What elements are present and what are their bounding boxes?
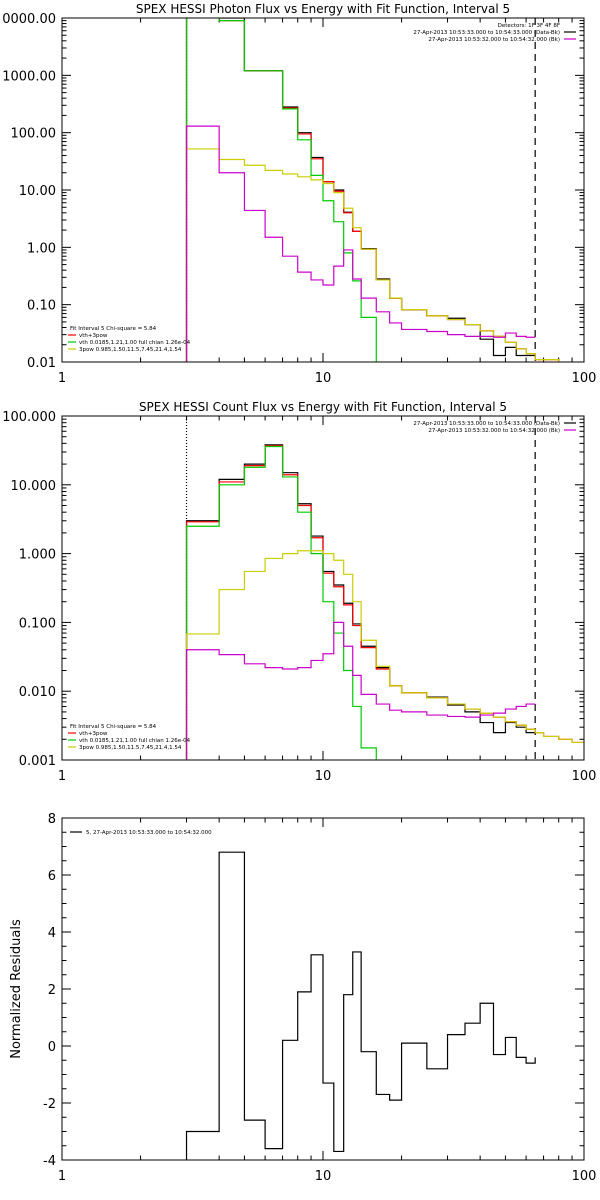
- y-tick-label: -2: [43, 1097, 56, 1112]
- plot-area: [185, 851, 536, 1160]
- legend-entry: vth+3pow: [79, 731, 108, 737]
- series-line-2: [185, 445, 584, 760]
- series-line-1: [185, 851, 536, 1160]
- y-tick-label: 10.00: [19, 184, 56, 199]
- series-line-1: [185, 18, 536, 362]
- y-tick-label: 2: [48, 983, 56, 998]
- info-line: Detectors: 1F 3F 4F 8F: [498, 23, 560, 29]
- x-tick-label: 1: [58, 371, 66, 386]
- y-tick-label: 0: [48, 1040, 56, 1055]
- chart-title: SPEX HESSI Count Flux vs Energy with Fit…: [139, 400, 507, 414]
- y-tick-label: 0.10: [27, 299, 56, 314]
- y-axis-label: Normalized Residuals: [9, 919, 24, 1059]
- series-line-4: [185, 148, 560, 362]
- legend-entry: vth+3pow: [79, 333, 108, 339]
- legend-entry: Fit Interval 5 Chi-square = 5.84: [70, 724, 157, 730]
- x-tick-label: 10: [315, 1169, 332, 1184]
- x-tick-label: 100: [572, 1169, 597, 1184]
- legend-entry: vth 0.0185,1.21,1.00 full chian 1.26e-04: [79, 340, 191, 346]
- y-tick-label: 8: [48, 812, 56, 827]
- series-line-5: [185, 125, 536, 362]
- series-line-3: [185, 445, 377, 760]
- y-tick-label: 4: [48, 926, 56, 941]
- y-tick-label: 1.00: [27, 241, 56, 256]
- y-tick-label: 1.000: [19, 548, 56, 563]
- info-line: 27-Apr-2013 10:53:32.000 to 10:54:32.000…: [428, 428, 560, 434]
- legend-entry: 3pow 0.985,1.50,11.5,7.45,21.4,1.54: [79, 347, 182, 353]
- x-tick-label: 1: [58, 1169, 66, 1184]
- x-tick-label: 100: [572, 371, 597, 386]
- legend-entry: vth 0.0185,1.21,1.00 full chian 1.26e-04: [79, 738, 191, 744]
- y-tick-label: 1000.00: [2, 69, 56, 84]
- info-line: 27-Apr-2013 10:53:32.000 to 10:54:32.000…: [428, 37, 560, 43]
- y-tick-label: 100.00: [11, 127, 57, 142]
- y-tick-label: 100.000: [2, 410, 56, 425]
- x-tick-label: 10: [315, 769, 332, 784]
- x-tick-label: 1: [58, 769, 66, 784]
- x-tick-label: 100: [572, 769, 597, 784]
- chart-panel-2: SPEX HESSI Count Flux vs Energy with Fit…: [2, 400, 597, 784]
- legend-entry: 5, 27-Apr-2013 10:53:33.000 to 10:54:32.…: [86, 830, 212, 836]
- y-tick-label: 6: [48, 869, 56, 884]
- y-tick-label: 10.000: [11, 479, 57, 494]
- y-tick-label: 0.100: [19, 616, 56, 631]
- series-line-3: [185, 18, 377, 362]
- x-tick-label: 10: [315, 371, 332, 386]
- chart-title: SPEX HESSI Photon Flux vs Energy with Fi…: [136, 2, 510, 16]
- y-tick-label: 0.010: [19, 685, 56, 700]
- y-tick-label: 0.01: [27, 356, 56, 371]
- info-line: 27-Apr-2013 10:53:33.000 to 10:54:33.000…: [413, 421, 560, 427]
- plot-frame: [61, 415, 585, 761]
- info-line: 27-Apr-2013 10:53:33.000 to 10:54:33.000…: [413, 30, 560, 36]
- y-tick-label: 0000.00: [2, 12, 56, 27]
- plot-area: [185, 416, 584, 760]
- plot-frame: [61, 17, 585, 363]
- y-tick-label: -4: [43, 1154, 56, 1169]
- chart-panel-3: 1 10 100 8 6 4 2 0 -2 -4 Normalized Residuals 5, 27…: [9, 812, 597, 1184]
- series-line-2: [185, 18, 560, 362]
- series-line-4: [185, 550, 584, 760]
- plot-area: [185, 18, 560, 362]
- plot-frame: [61, 817, 585, 1161]
- legend-entry: 3pow 0.985,1.50,11.5,7.45,21.4,1.54: [79, 745, 182, 751]
- legend-entry: Fit Interval 5 Chi-square = 5.84: [70, 326, 157, 332]
- series-line-5: [185, 621, 536, 760]
- chart-panel-1: SPEX HESSI Photon Flux vs Energy with Fi…: [2, 2, 597, 386]
- y-tick-label: 0.001: [19, 754, 56, 769]
